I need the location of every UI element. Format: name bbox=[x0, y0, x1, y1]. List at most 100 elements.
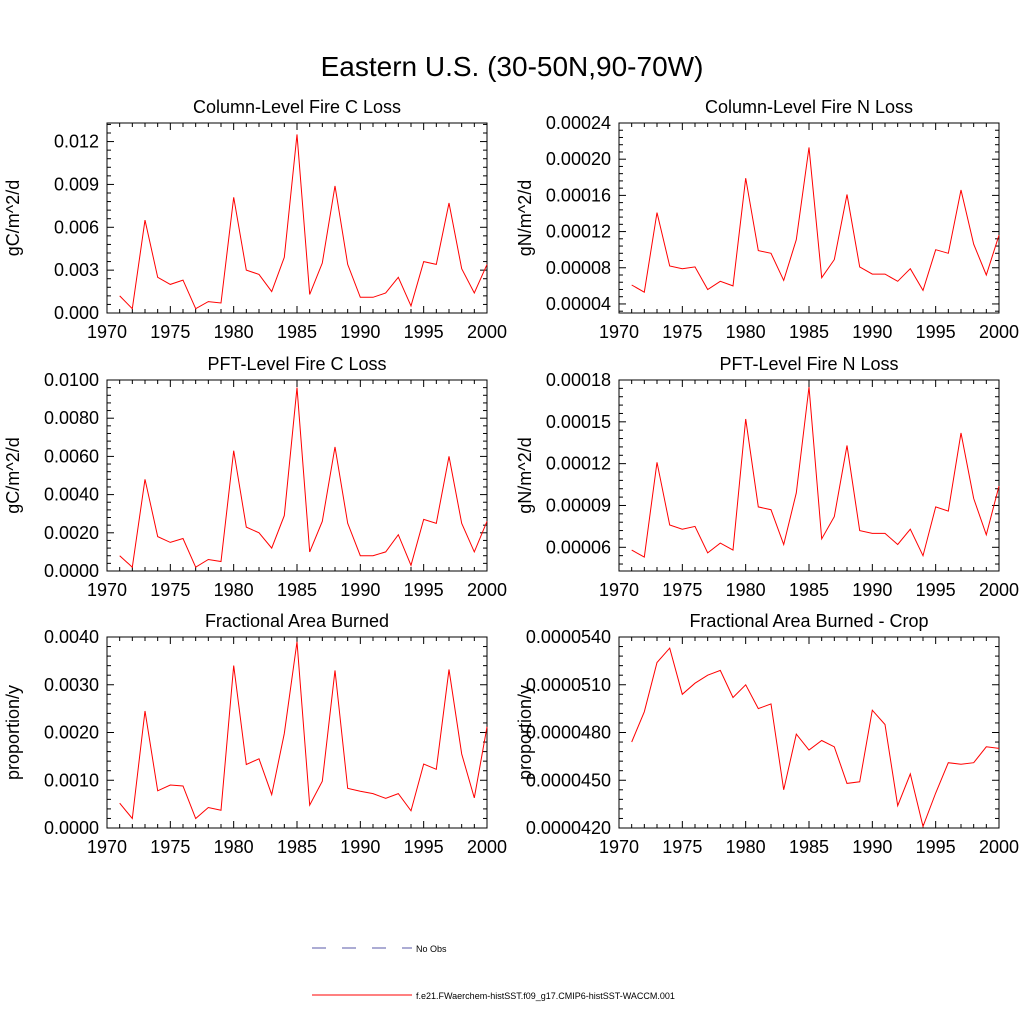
x-tick-label: 1995 bbox=[916, 837, 956, 857]
x-tick-label: 1970 bbox=[87, 580, 127, 600]
x-tick-label: 1970 bbox=[599, 322, 639, 342]
y-tick-label: 0.009 bbox=[54, 174, 99, 194]
x-tick-label: 1975 bbox=[662, 580, 702, 600]
x-tick-label: 2000 bbox=[979, 837, 1019, 857]
y-tick-label: 0.00020 bbox=[546, 149, 611, 169]
x-tick-label: 1970 bbox=[87, 837, 127, 857]
plot-frame bbox=[618, 636, 1000, 829]
panel-title: PFT-Level Fire C Loss bbox=[207, 354, 386, 374]
chart-panel-1: 1970 1975 1980 1985 1990 1995 2000 0.000 0.003 0.… bbox=[3, 97, 507, 342]
series-line bbox=[631, 147, 1000, 293]
y-tick-label: 0.00015 bbox=[546, 412, 611, 432]
y-tick-label: 0.0030 bbox=[44, 675, 99, 695]
y-tick-label: 0.0080 bbox=[44, 408, 99, 428]
x-tick-label: 1995 bbox=[916, 322, 956, 342]
y-tick-label: 0.00012 bbox=[546, 222, 611, 242]
plot-frame bbox=[618, 379, 1000, 572]
x-tick-label: 1995 bbox=[916, 580, 956, 600]
y-axis-label: gC/m^2/d bbox=[3, 437, 23, 513]
y-tick-label: 0.00006 bbox=[546, 537, 611, 557]
x-tick-label: 1975 bbox=[150, 580, 190, 600]
x-tick-label: 1975 bbox=[662, 837, 702, 857]
series-line bbox=[631, 647, 1000, 829]
legend-obs-label: No Obs bbox=[416, 944, 447, 954]
x-tick-label: 1980 bbox=[726, 580, 766, 600]
chart-panel-2: 1970 1975 1980 1985 1990 1995 2000 0.00004 0.000… bbox=[515, 97, 1019, 342]
x-tick-label: 1990 bbox=[340, 580, 380, 600]
x-tick-label: 1990 bbox=[340, 322, 380, 342]
y-tick-label: 0.00016 bbox=[546, 185, 611, 205]
legend: No Obs f.e21.FWaerchem-histSST.f09_g17.C… bbox=[312, 944, 675, 1001]
x-tick-label: 1985 bbox=[789, 322, 829, 342]
x-tick-label: 1975 bbox=[662, 322, 702, 342]
x-tick-label: 1980 bbox=[214, 580, 254, 600]
chart-panel-5: 1970 1975 1980 1985 1990 1995 2000 0.0000 0.0010… bbox=[3, 611, 507, 857]
x-tick-label: 1970 bbox=[599, 837, 639, 857]
series-line bbox=[119, 387, 488, 569]
chart-panel-6: 1970 1975 1980 1985 1990 1995 2000 0.0000420 0.0… bbox=[515, 611, 1019, 857]
y-tick-label: 0.0000 bbox=[44, 818, 99, 838]
plot-frame bbox=[106, 122, 488, 314]
y-tick-label: 0.00024 bbox=[546, 113, 611, 133]
y-tick-label: 0.0000420 bbox=[526, 818, 611, 838]
y-tick-label: 0.0000540 bbox=[526, 627, 611, 647]
y-axis-label: proportion/y bbox=[3, 685, 23, 780]
x-tick-label: 2000 bbox=[467, 580, 507, 600]
panel-title: Fractional Area Burned - Crop bbox=[689, 611, 928, 631]
x-tick-label: 1980 bbox=[726, 322, 766, 342]
chart-panel-3: 1970 1975 1980 1985 1990 1995 2000 0.0000 0.0020… bbox=[3, 354, 507, 600]
panel-title: Fractional Area Burned bbox=[205, 611, 389, 631]
y-tick-label: 0.0020 bbox=[44, 523, 99, 543]
y-tick-label: 0.0000510 bbox=[526, 675, 611, 695]
series-line bbox=[119, 641, 488, 820]
x-tick-label: 1985 bbox=[277, 322, 317, 342]
y-tick-label: 0.0040 bbox=[44, 627, 99, 647]
x-tick-label: 1995 bbox=[404, 580, 444, 600]
chart-panels: 1970 1975 1980 1985 1990 1995 2000 0.000 0.003 0.… bbox=[3, 97, 1019, 857]
x-tick-label: 1995 bbox=[404, 322, 444, 342]
y-tick-label: 0.0000450 bbox=[526, 770, 611, 790]
y-tick-label: 0.00004 bbox=[546, 294, 611, 314]
y-tick-label: 0.000 bbox=[54, 303, 99, 323]
y-axis-label: gC/m^2/d bbox=[3, 180, 23, 256]
figure-title: Eastern U.S. (30-50N,90-70W) bbox=[321, 51, 704, 82]
y-tick-label: 0.0020 bbox=[44, 723, 99, 743]
panel-title: Column-Level Fire C Loss bbox=[193, 97, 401, 117]
y-tick-label: 0.006 bbox=[54, 217, 99, 237]
series-line bbox=[119, 134, 488, 310]
y-tick-label: 0.00009 bbox=[546, 495, 611, 515]
x-tick-label: 1980 bbox=[214, 322, 254, 342]
series-line bbox=[631, 386, 1000, 558]
x-tick-label: 1980 bbox=[214, 837, 254, 857]
x-tick-label: 1985 bbox=[277, 837, 317, 857]
y-tick-label: 0.0040 bbox=[44, 485, 99, 505]
x-tick-label: 1995 bbox=[404, 837, 444, 857]
y-tick-label: 0.0000 bbox=[44, 561, 99, 581]
x-tick-label: 1990 bbox=[852, 837, 892, 857]
x-tick-label: 1990 bbox=[852, 322, 892, 342]
plot-frame bbox=[106, 379, 488, 572]
x-tick-label: 1975 bbox=[150, 322, 190, 342]
y-tick-label: 0.00018 bbox=[546, 370, 611, 390]
x-tick-label: 1985 bbox=[277, 580, 317, 600]
y-tick-label: 0.0100 bbox=[44, 370, 99, 390]
y-tick-label: 0.012 bbox=[54, 132, 99, 152]
x-tick-label: 2000 bbox=[467, 837, 507, 857]
y-tick-label: 0.00012 bbox=[546, 454, 611, 474]
panel-title: PFT-Level Fire N Loss bbox=[719, 354, 898, 374]
legend-model-label: f.e21.FWaerchem-histSST.f09_g17.CMIP6-hi… bbox=[416, 991, 675, 1001]
x-tick-label: 2000 bbox=[979, 580, 1019, 600]
y-tick-label: 0.003 bbox=[54, 260, 99, 280]
y-tick-label: 0.0060 bbox=[44, 446, 99, 466]
x-tick-label: 1985 bbox=[789, 580, 829, 600]
x-tick-label: 1975 bbox=[150, 837, 190, 857]
y-axis-label: gN/m^2/d bbox=[515, 437, 535, 513]
y-tick-label: 0.00008 bbox=[546, 258, 611, 278]
x-tick-label: 1970 bbox=[599, 580, 639, 600]
plot-frame bbox=[106, 636, 488, 829]
x-tick-label: 1980 bbox=[726, 837, 766, 857]
x-tick-label: 1990 bbox=[852, 580, 892, 600]
x-tick-label: 1985 bbox=[789, 837, 829, 857]
x-tick-label: 2000 bbox=[979, 322, 1019, 342]
